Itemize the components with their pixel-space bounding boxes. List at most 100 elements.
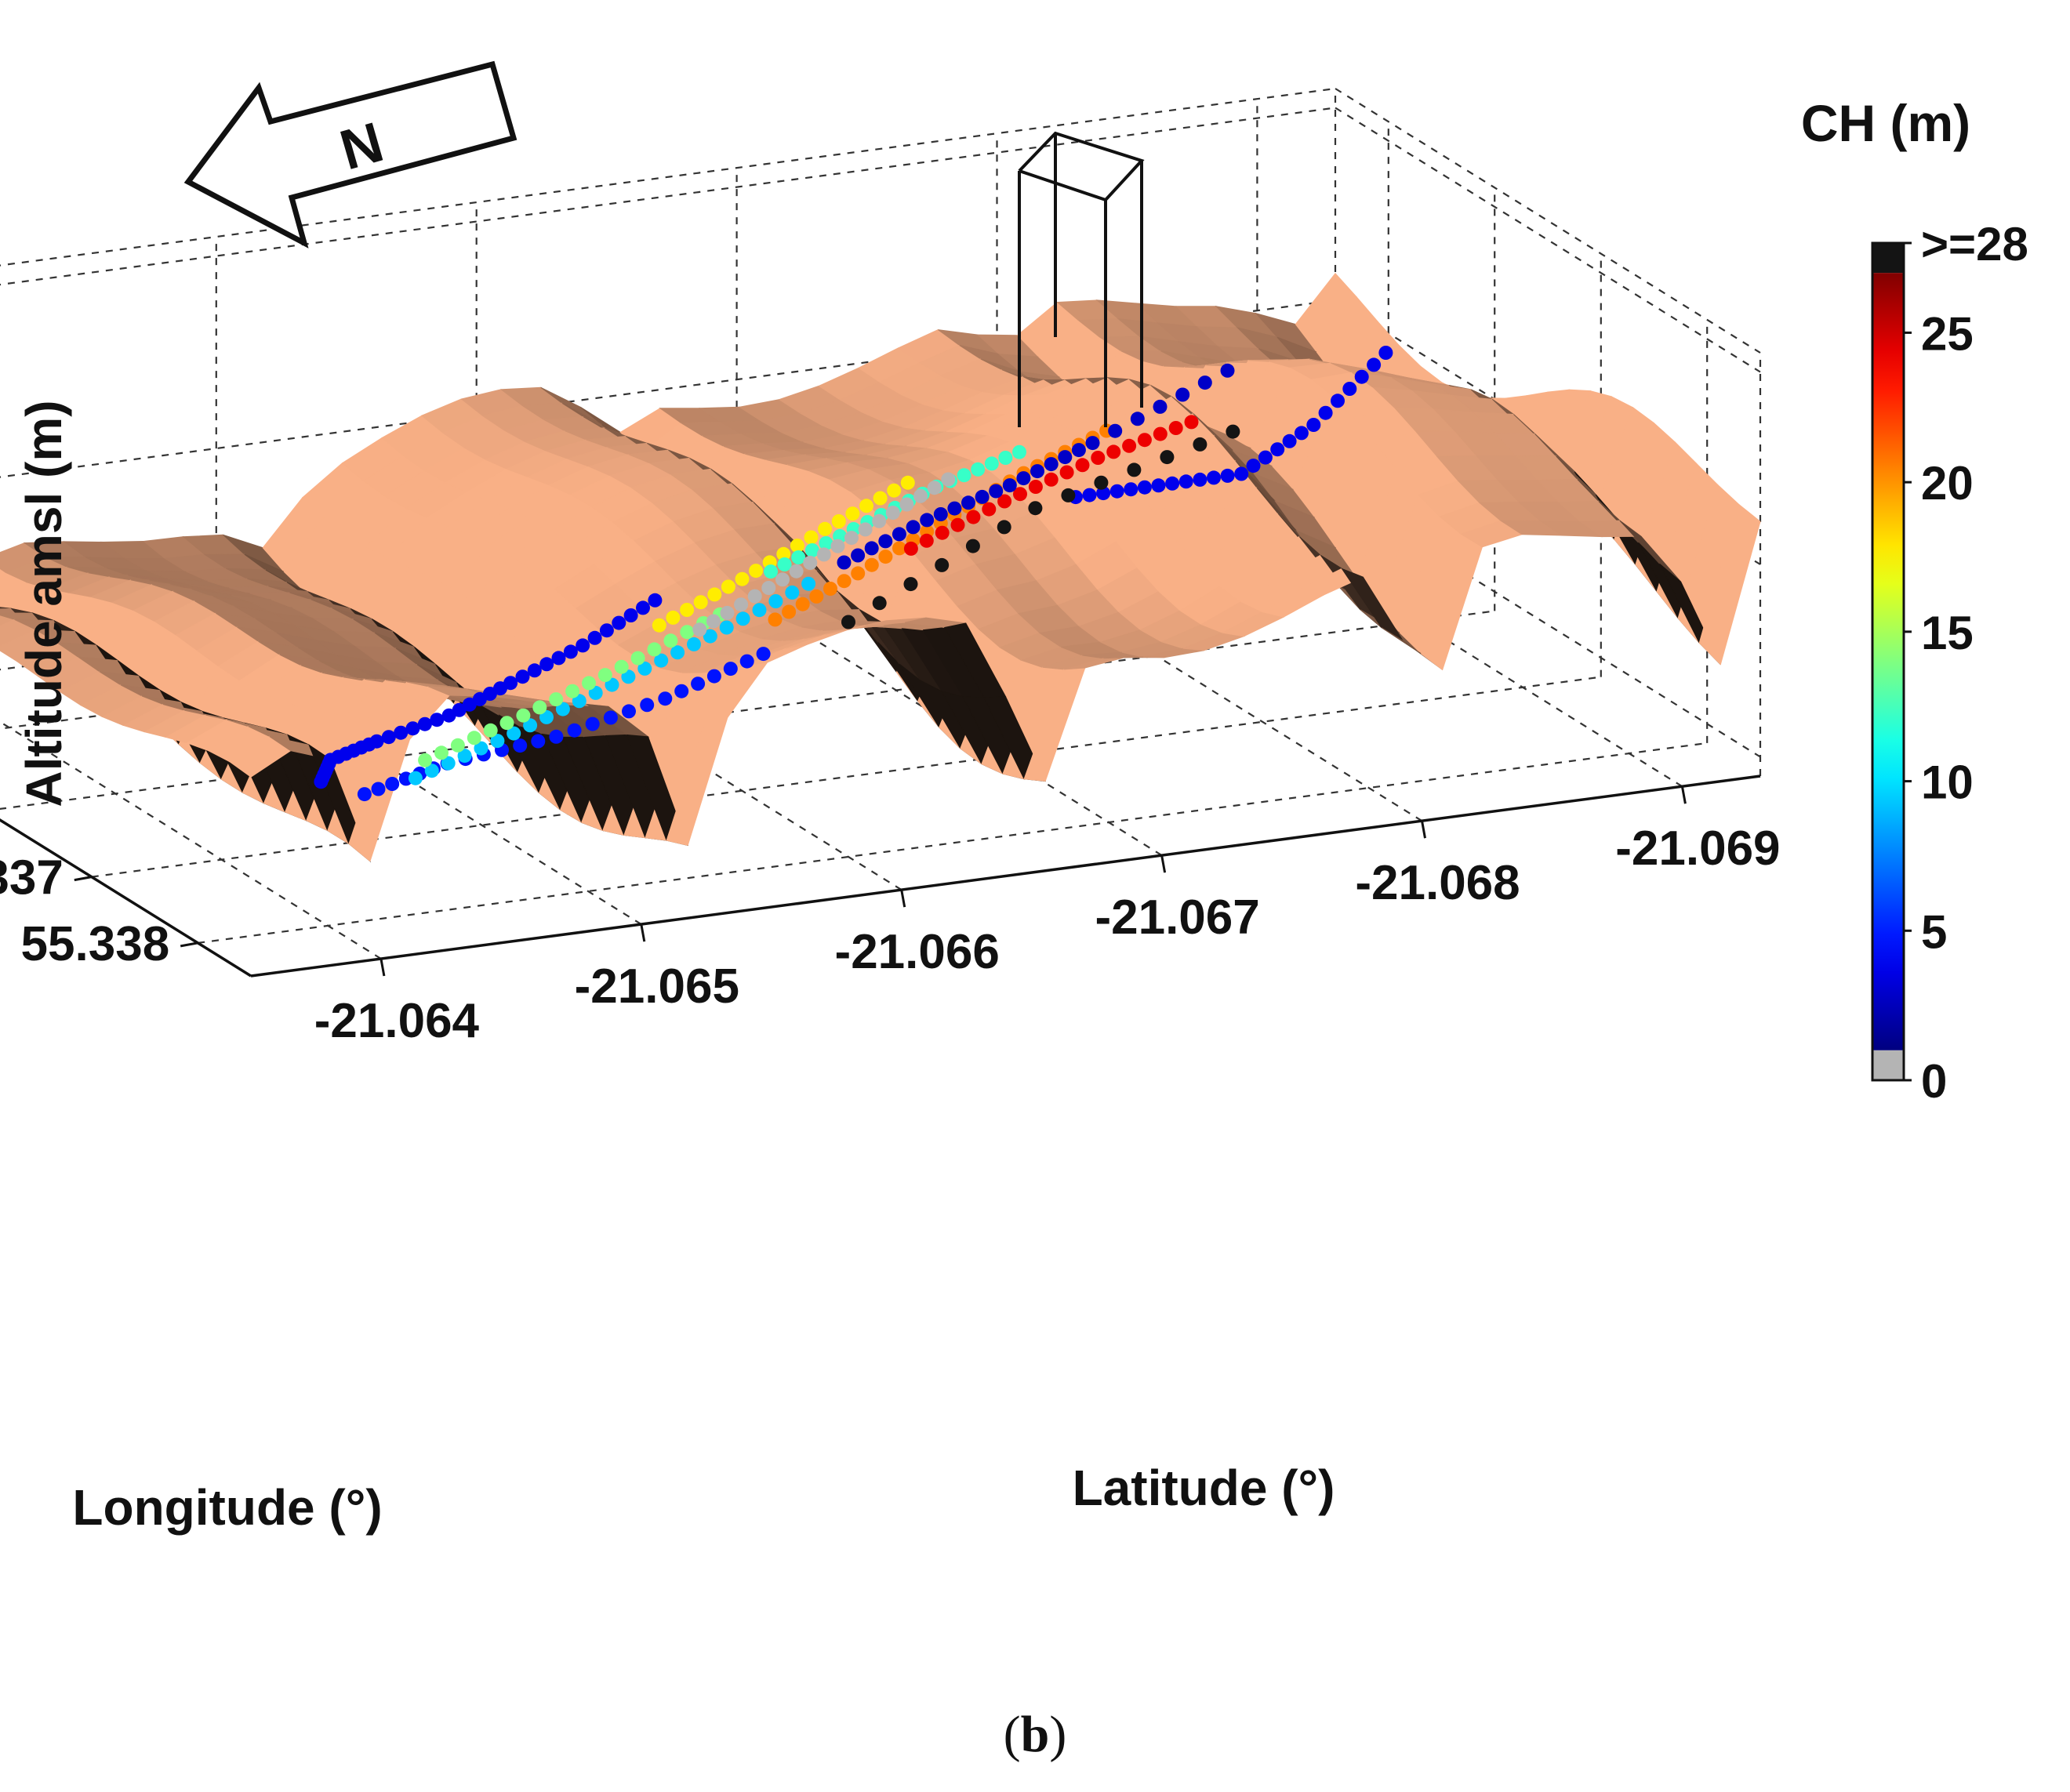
axes: -21.064 -21.065 -21.066 -21.067 -21.068 -21.0…: [0, 400, 1781, 1536]
data-point: [394, 725, 409, 740]
data-point: [499, 716, 514, 731]
data-point: [640, 698, 655, 713]
data-point: [752, 603, 767, 618]
x-tick-label: -21.066: [835, 925, 1000, 979]
data-point: [777, 557, 792, 571]
data-point: [371, 782, 386, 796]
data-point: [795, 597, 810, 611]
data-point: [878, 534, 893, 549]
data-point: [837, 574, 852, 589]
data-point: [1234, 466, 1249, 481]
data-point: [1108, 423, 1123, 438]
x-tick: [380, 958, 386, 977]
data-point: [1137, 480, 1152, 495]
colorbar-max-segment: [1872, 243, 1904, 274]
data-point: [507, 726, 521, 741]
data-point: [845, 506, 860, 521]
data-point: [961, 495, 975, 510]
y-axis-line: [0, 818, 252, 978]
data-point: [1085, 436, 1100, 451]
data-point: [885, 506, 900, 521]
data-point: [551, 651, 566, 666]
data-point: [648, 593, 663, 608]
data-point: [1354, 369, 1369, 384]
z-axis-title: Altitude amsl (m): [16, 400, 72, 807]
data-point: [823, 582, 837, 596]
data-point: [467, 731, 481, 745]
data-point: [1071, 443, 1086, 458]
data-point: [872, 513, 887, 528]
data-point: [804, 543, 819, 557]
data-point: [872, 596, 887, 611]
data-point: [906, 520, 921, 535]
data-point: [965, 539, 980, 553]
data-point: [405, 721, 420, 736]
data-point: [989, 484, 1004, 499]
data-point: [636, 600, 650, 615]
data-point: [706, 614, 721, 629]
data-point: [434, 745, 448, 760]
reference-box: [1018, 131, 1145, 427]
data-point: [830, 539, 845, 553]
data-point: [1044, 457, 1059, 472]
data-point: [785, 585, 800, 600]
data-point: [782, 604, 797, 619]
data-point: [707, 587, 722, 602]
data-point: [1094, 475, 1109, 490]
data-point: [887, 483, 902, 498]
data-point: [612, 615, 626, 630]
data-point: [666, 610, 681, 625]
data-point: [418, 753, 433, 767]
data-point: [513, 738, 528, 753]
data-point: [950, 517, 965, 532]
data-point: [804, 530, 819, 545]
data-point: [1124, 482, 1138, 497]
data-point: [984, 456, 999, 471]
data-point: [941, 472, 956, 487]
caption-label: b: [1020, 1706, 1050, 1763]
data-point: [851, 566, 866, 581]
data-point: [1096, 486, 1111, 501]
data-point: [532, 700, 547, 715]
data-point: [831, 514, 846, 528]
data-point: [565, 684, 580, 698]
data-point: [816, 547, 831, 562]
data-point: [1175, 387, 1190, 402]
data-point: [982, 502, 997, 517]
data-point: [555, 702, 570, 716]
data-point: [1246, 459, 1261, 473]
data-point: [523, 718, 538, 733]
data-point: [1367, 357, 1382, 372]
terrain-surface: [0, 273, 1761, 863]
data-point: [878, 550, 893, 564]
x-axis-title: Latitude (°): [1073, 1460, 1335, 1516]
data-point: [603, 710, 618, 725]
north-arrow-shape: [183, 60, 518, 248]
data-point: [576, 638, 590, 653]
y-tick: [180, 941, 198, 948]
data-point: [599, 623, 614, 638]
data-point: [621, 669, 636, 684]
data-point: [719, 620, 734, 635]
data-point: [789, 564, 804, 579]
data-point: [756, 647, 771, 662]
data-point: [837, 555, 852, 570]
data-point: [997, 520, 1011, 535]
x-tick-label: -21.067: [1095, 891, 1259, 945]
x-tick-label: -21.065: [575, 959, 739, 1014]
data-point: [819, 536, 833, 550]
data-point: [1044, 472, 1059, 487]
data-point: [1168, 421, 1183, 435]
data-point: [721, 579, 735, 594]
data-point: [605, 677, 619, 692]
data-point: [919, 533, 934, 548]
data-point: [1082, 488, 1097, 502]
data-point: [790, 539, 804, 553]
colorbar-tick-label: 15: [1921, 607, 1974, 659]
data-point: [1106, 444, 1121, 459]
data-point: [749, 564, 764, 579]
data-point: [920, 513, 935, 528]
data-point: [1122, 438, 1137, 453]
data-point: [844, 531, 859, 546]
